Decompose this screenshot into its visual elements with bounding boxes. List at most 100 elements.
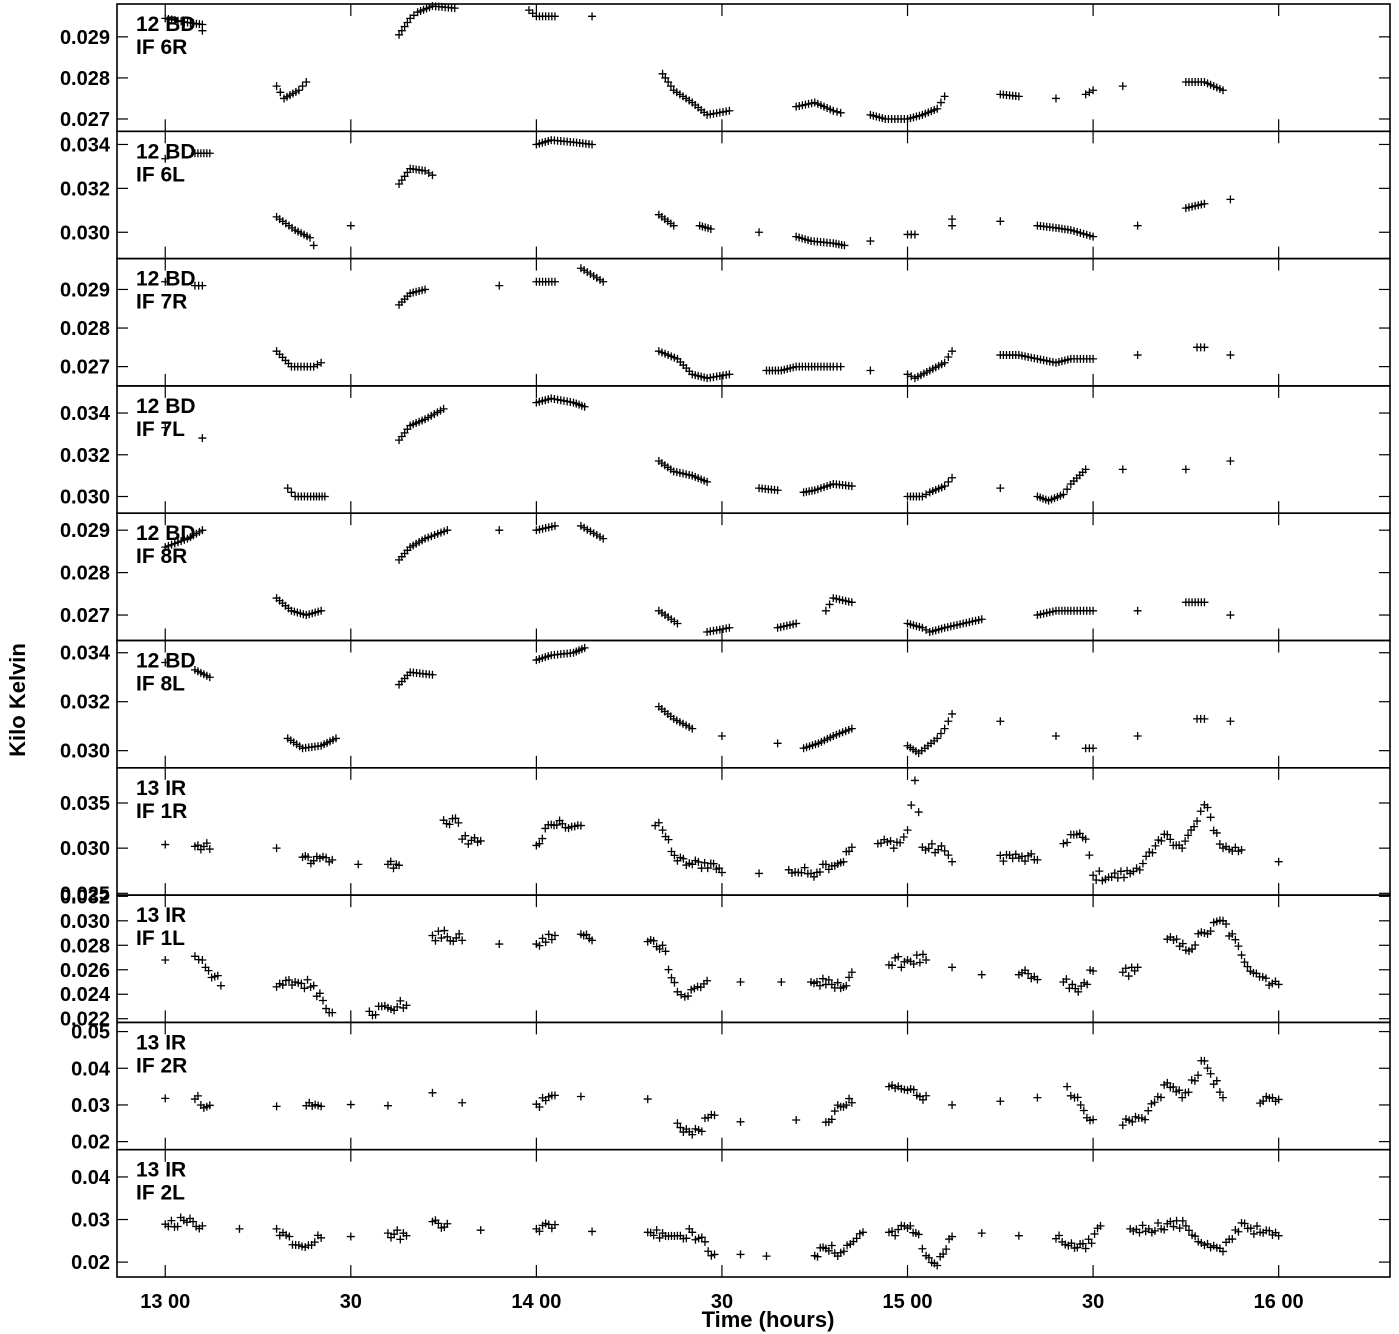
data-point: [1133, 606, 1142, 615]
data-point: [397, 26, 406, 35]
data-point: [670, 851, 679, 860]
data-point: [910, 776, 919, 785]
data-point: [670, 978, 679, 987]
data-point: [272, 1224, 281, 1233]
data-point: [1178, 844, 1187, 853]
panel-label: IF 1L: [136, 927, 185, 950]
data-point: [896, 838, 905, 847]
data-point: [1191, 940, 1200, 949]
data-point: [300, 984, 309, 993]
data-point: [276, 88, 285, 97]
data-point: [443, 526, 452, 535]
data-point: [305, 233, 314, 242]
data-point: [815, 981, 824, 990]
y-tick-label: 0.032: [60, 178, 110, 200]
data-point: [198, 1221, 207, 1230]
data-point: [1075, 829, 1084, 838]
data-point: [1237, 951, 1246, 960]
data-point: [1231, 935, 1240, 944]
panel-label: IF 8L: [136, 673, 185, 696]
data-point: [588, 12, 597, 21]
data-point: [977, 615, 986, 624]
data-point: [1249, 1229, 1258, 1238]
y-tick-label: 0.028: [60, 318, 110, 340]
data-point: [866, 366, 875, 375]
data-point: [1051, 731, 1060, 740]
data-point: [833, 978, 842, 987]
data-point: [909, 959, 918, 968]
data-point: [1089, 354, 1098, 363]
data-point: [1027, 849, 1036, 858]
data-point: [550, 1091, 559, 1100]
data-point: [470, 833, 479, 842]
y-tick-label: 0.04: [71, 1167, 111, 1189]
data-point: [434, 927, 443, 936]
data-point: [317, 1102, 326, 1111]
data-point: [704, 1247, 713, 1256]
data-point: [725, 106, 734, 115]
data-point: [847, 843, 856, 852]
data-point: [1206, 1069, 1215, 1078]
y-tick-label: 0.029: [60, 520, 110, 542]
data-point: [383, 1229, 392, 1238]
data-point: [942, 1245, 951, 1254]
data-point: [918, 1244, 927, 1253]
data-point: [1133, 731, 1142, 740]
data-point: [736, 1117, 745, 1126]
data-point: [922, 1091, 931, 1100]
y-tick-label: 0.028: [60, 68, 110, 90]
data-point: [1243, 962, 1252, 971]
data-point: [866, 237, 875, 246]
data-point: [1188, 945, 1197, 954]
data-point: [700, 1237, 709, 1246]
data-point: [936, 729, 945, 738]
data-point: [899, 832, 908, 841]
data-point: [161, 1094, 170, 1103]
data-point: [400, 22, 409, 31]
data-point: [204, 966, 213, 975]
data-point: [428, 931, 437, 940]
data-point: [948, 1232, 957, 1241]
panel-label: 13 IR: [136, 904, 186, 927]
data-point: [697, 1233, 706, 1242]
data-point: [1212, 828, 1221, 837]
y-tick-label: 0.025: [60, 883, 110, 905]
x-tick-label: 30: [340, 1291, 362, 1313]
panel-frame: [116, 894, 1391, 1024]
data-point: [1157, 836, 1166, 845]
data-point: [161, 955, 170, 964]
data-point: [1200, 598, 1209, 607]
data-point: [167, 1216, 176, 1225]
data-point: [755, 228, 764, 237]
data-point: [309, 856, 318, 865]
y-tick-label: 0.024: [60, 984, 111, 1006]
data-point: [948, 215, 957, 224]
data-point: [1081, 835, 1090, 844]
data-point: [1194, 1071, 1203, 1080]
data-point: [1089, 966, 1098, 975]
data-point: [283, 484, 292, 493]
data-point: [688, 1228, 697, 1237]
panel-label: 12 BD: [136, 395, 196, 418]
data-point: [936, 98, 945, 107]
data-point: [1128, 1117, 1137, 1126]
panel-label: IF 1R: [136, 800, 187, 823]
y-tick-label: 0.030: [60, 741, 110, 763]
data-point: [599, 277, 608, 286]
data-point: [328, 1008, 337, 1017]
data-point: [1118, 82, 1127, 91]
data-point: [535, 941, 544, 950]
data-point: [762, 1252, 771, 1261]
data-point: [580, 402, 589, 411]
data-point: [673, 619, 682, 628]
data-point: [198, 955, 207, 964]
data-point: [1095, 867, 1104, 876]
data-point: [1200, 714, 1209, 723]
data-point: [736, 978, 745, 987]
data-point: [839, 857, 848, 866]
data-point: [703, 864, 712, 873]
data-point: [1138, 1221, 1147, 1230]
data-point: [1212, 1076, 1221, 1085]
data-point: [1073, 1093, 1082, 1102]
data-point: [1226, 351, 1235, 360]
